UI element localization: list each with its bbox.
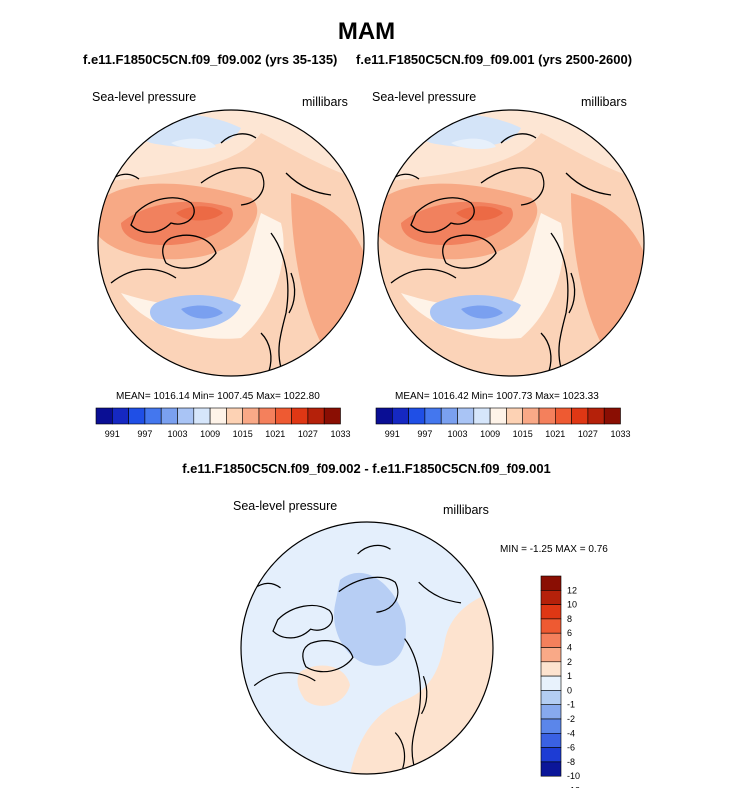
difference-colorbar-tick-label: 10 [567, 600, 577, 610]
difference-stats: MIN = -1.25 MAX = 0.76 [500, 544, 608, 555]
panel1-colorbar-swatch [274, 407, 292, 425]
difference-colorbar-tick-label: -8 [567, 757, 575, 767]
panel1-colorbar-tick-label: 991 [105, 429, 120, 439]
difference-colorbar-tick-label: 8 [567, 614, 572, 624]
panel1-colorbar: 991 997 1003 1009 1015 1021 1027 1033 [95, 407, 351, 439]
panel1-run-title: f.e11.F1850C5CN.f09_f09.002 (yrs 35-135) [83, 52, 338, 67]
panel1-colorbar-tick-label: 1021 [265, 429, 285, 439]
panel2-colorbar-tick-label: 997 [417, 429, 432, 439]
panel2-colorbar-tick-label: 1003 [447, 429, 467, 439]
panel2-colorbar-tick-label: 1021 [545, 429, 565, 439]
difference-colorbar-swatch [540, 718, 562, 734]
difference-colorbar-swatch [540, 647, 562, 663]
panel1-colorbar-tick-label: 1015 [233, 429, 253, 439]
difference-units-label: millibars [443, 503, 489, 517]
panel1-colorbar-swatch [291, 407, 309, 425]
panel2-colorbar-swatch [538, 407, 556, 425]
panel2-colorbar-tick-label: 1015 [513, 429, 533, 439]
panel2-colorbar-tick-label: 1027 [578, 429, 598, 439]
difference-variable-label: Sea-level pressure [233, 499, 338, 513]
panel2-variable-label: Sea-level pressure [372, 90, 477, 104]
difference-colorbar-tick-label: -10 [567, 771, 580, 781]
panel2-colorbar-tick-label: 1009 [480, 429, 500, 439]
season-title: MAM [337, 18, 396, 45]
panel1-colorbar-swatch [323, 407, 341, 425]
panel1-colorbar-swatch [177, 407, 195, 425]
panel2-colorbar-swatch [506, 407, 523, 425]
difference-colorbar-tick-label: -2 [567, 714, 575, 724]
panel1-colorbar-tick-label: 1033 [330, 429, 350, 439]
difference-colorbar-swatch [540, 632, 562, 648]
difference-colorbar-tick-label: -1 [567, 700, 575, 710]
panel2-colorbar-tick-label: 1033 [610, 429, 630, 439]
panel2-run-title: f.e11.F1850C5CN.f09_f09.001 (yrs 2500-26… [356, 52, 633, 67]
panel1-colorbar-swatch [144, 407, 162, 425]
panel1-colorbar-tick-label: 997 [137, 429, 152, 439]
panel2-colorbar-swatch [408, 407, 426, 425]
panel1-colorbar-tick-label: 1009 [200, 429, 220, 439]
panel1-colorbar-swatch [307, 407, 325, 425]
panel1-colorbar-swatch [226, 407, 243, 425]
panel1-variable-label: Sea-level pressure [92, 90, 197, 104]
difference-colorbar-tick-label: -6 [567, 743, 575, 753]
difference-colorbar-swatch [540, 675, 562, 691]
difference-colorbar-swatch [540, 732, 562, 748]
difference-colorbar-tick-label: 4 [567, 643, 572, 653]
panel1-polar-map [97, 109, 365, 377]
panel2-colorbar-swatch [473, 407, 491, 425]
panel1-colorbar-swatch [258, 407, 276, 425]
difference-colorbar-swatch [540, 661, 562, 677]
difference-colorbar-swatch [540, 690, 562, 706]
panel2-units-label: millibars [581, 95, 627, 109]
difference-colorbar-tick-label: 2 [567, 657, 572, 667]
panel1-colorbar-swatch [242, 407, 260, 425]
panel1-colorbar-swatch [193, 407, 211, 425]
panel2-colorbar-swatch [424, 407, 442, 425]
panel2-colorbar-swatch [587, 407, 605, 425]
panel2-colorbar-swatch [375, 407, 393, 425]
difference-colorbar-swatch [540, 618, 562, 634]
panel2-colorbar-swatch [554, 407, 572, 425]
panel1-colorbar-swatch [128, 407, 146, 425]
panel1-colorbar-swatch [112, 407, 129, 425]
panel2-colorbar-tick-label: 991 [385, 429, 400, 439]
difference-colorbar-tick-label: 0 [567, 685, 572, 695]
panel2-colorbar-swatch [571, 407, 589, 425]
panel2-stats: MEAN= 1016.42 Min= 1007.73 Max= 1023.33 [395, 391, 599, 402]
panel1-colorbar-swatch [209, 407, 227, 425]
difference-colorbar-swatch [540, 704, 562, 720]
panel2-colorbar-swatch [522, 407, 540, 425]
panel1-colorbar-tick-label: 1003 [167, 429, 187, 439]
panel2-colorbar-swatch [391, 407, 409, 425]
difference-colorbar-swatch [540, 589, 562, 605]
difference-colorbar-swatch [540, 747, 562, 763]
panel1-stats: MEAN= 1016.14 Min= 1007.45 Max= 1022.80 [116, 391, 320, 402]
difference-title: f.e11.F1850C5CN.f09_f09.002 - f.e11.F185… [182, 461, 551, 476]
difference-colorbar-tick-label: -4 [567, 728, 575, 738]
panel2-polar-map [377, 109, 645, 377]
difference-polar-map [240, 521, 494, 775]
panel1-colorbar-swatch [95, 407, 113, 425]
panel1-colorbar-tick-label: 1027 [298, 429, 318, 439]
panel2-colorbar: 991 997 1003 1009 1015 1021 1027 1033 [375, 407, 631, 439]
difference-colorbar-swatch [540, 604, 562, 620]
difference-colorbar-swatch [540, 761, 562, 777]
difference-colorbar-tick-label: 1 [567, 671, 572, 681]
difference-colorbar-tick-label: -12 [567, 786, 580, 788]
difference-colorbar-tick-label: 6 [567, 628, 572, 638]
panel1-units-label: millibars [302, 95, 348, 109]
panel2-colorbar-swatch [457, 407, 475, 425]
panel2-colorbar-swatch [489, 407, 507, 425]
panel2-colorbar-swatch [440, 407, 458, 425]
panel2-colorbar-swatch [603, 407, 621, 425]
panel1-colorbar-swatch [160, 407, 178, 425]
difference-colorbar-tick-label: 12 [567, 585, 577, 595]
difference-colorbar-swatch [540, 575, 562, 591]
